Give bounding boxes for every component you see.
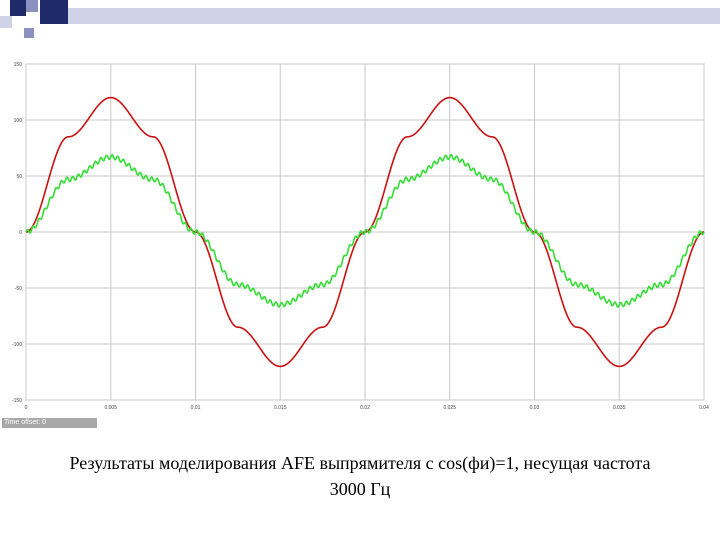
chart: 0 0.005 0.01 0.015 0.02 0.025 0.03 0.035 0.04 150… <box>12 62 709 411</box>
x-tick-label: 0.035 <box>613 405 626 411</box>
y-tick-label: -100 <box>12 342 22 348</box>
x-tick-label: 0 <box>25 405 28 411</box>
series-line-2 <box>25 153 705 308</box>
y-tick-label: 150 <box>14 62 23 68</box>
header-band-light <box>68 8 720 24</box>
x-tick-label: 0.03 <box>530 405 540 411</box>
time-offset-box: Time offset: 0 <box>2 418 97 428</box>
header-band-dark <box>40 0 68 24</box>
time-offset-label: Time offset: <box>4 419 41 426</box>
time-offset-value: 0 <box>42 419 47 426</box>
caption-line-1: Результаты моделирования AFE выпрямителя… <box>69 453 651 473</box>
y-tick-label: 50 <box>16 174 22 180</box>
header-square-light <box>0 16 12 28</box>
y-tick-label: -150 <box>12 398 22 404</box>
caption-line-2: 3000 Гц <box>329 479 391 499</box>
slide-caption: Результаты моделирования AFE выпрямителя… <box>20 450 700 502</box>
x-tick-label: 0.02 <box>360 405 370 411</box>
x-tick-label: 0.005 <box>104 405 117 411</box>
slide-header-decoration <box>0 0 720 38</box>
x-tick-label: 0.025 <box>443 405 456 411</box>
y-tick-label: 0 <box>19 230 22 236</box>
header-square-white <box>12 16 26 30</box>
y-tick-label: -50 <box>15 286 22 292</box>
header-square-small <box>24 28 34 38</box>
y-tick-label: 100 <box>14 118 23 124</box>
x-tick-label: 0.01 <box>191 405 201 411</box>
header-square-dark <box>10 0 26 16</box>
header-square-mid <box>26 0 38 12</box>
x-tick-label: 0.04 <box>699 405 709 411</box>
x-tick-label: 0.015 <box>274 405 287 411</box>
